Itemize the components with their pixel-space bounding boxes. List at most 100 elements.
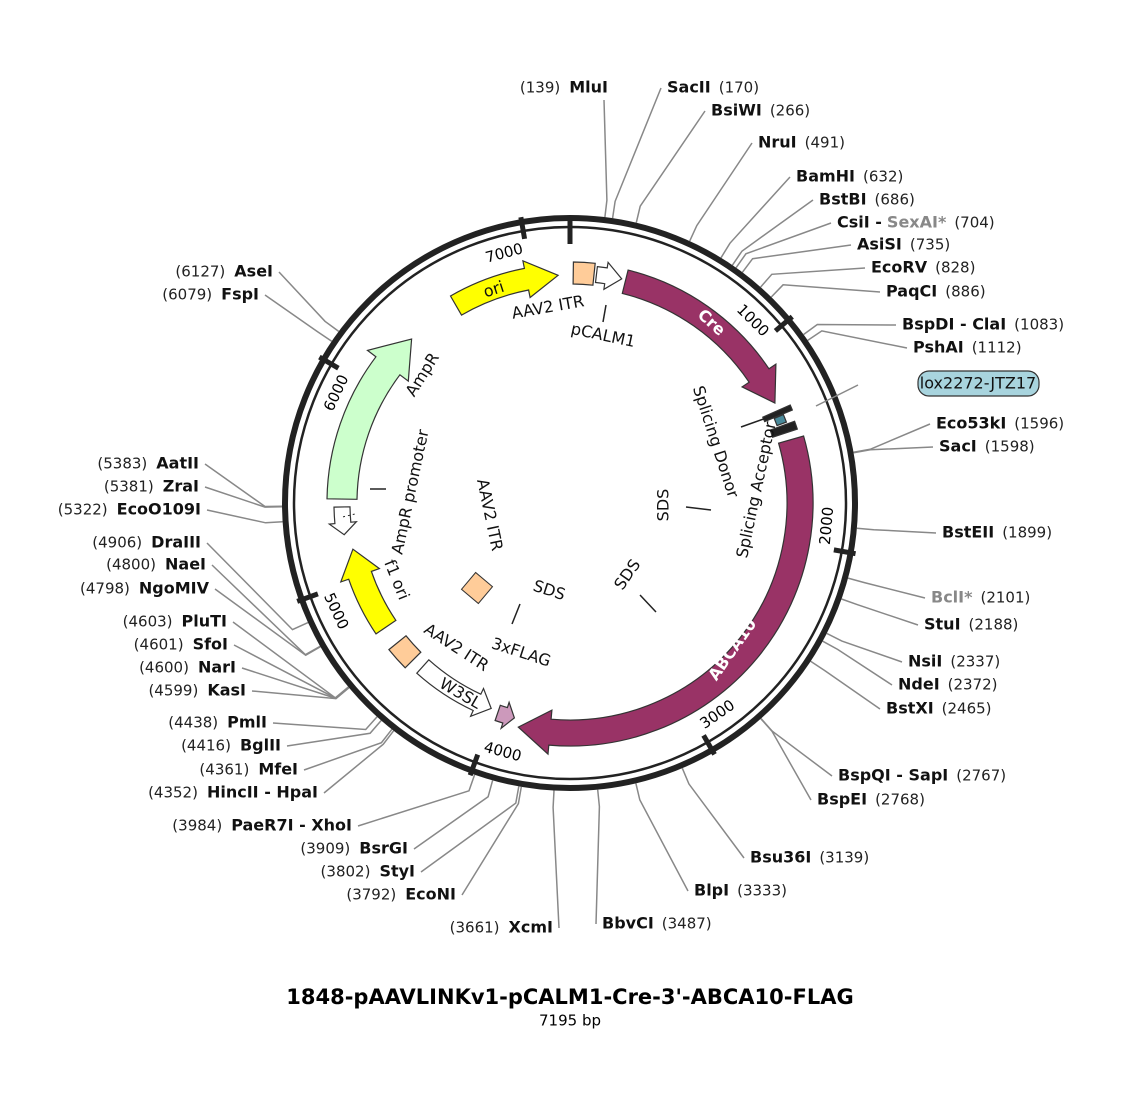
itr-box bbox=[460, 571, 494, 605]
enzyme-name: KasI bbox=[207, 681, 246, 700]
promoter-arrow bbox=[327, 506, 358, 536]
enzyme-name: PmlI bbox=[227, 713, 267, 732]
enzyme-position: (4800) bbox=[106, 556, 156, 574]
enzyme-position: (1598) bbox=[985, 438, 1035, 456]
enzyme-position: (1083) bbox=[1014, 316, 1064, 334]
leader-line bbox=[323, 730, 395, 794]
leader-line bbox=[770, 284, 881, 298]
leader-line bbox=[720, 176, 791, 259]
leader-line bbox=[357, 774, 476, 827]
enzyme-position: (3661) bbox=[450, 919, 500, 937]
enzyme-name: EcoO109I bbox=[117, 500, 201, 519]
enzyme-position: (5322) bbox=[58, 501, 108, 519]
tick-mark bbox=[467, 753, 481, 777]
enzyme-name: StyI bbox=[379, 862, 415, 881]
leader-line bbox=[741, 244, 852, 273]
enzyme-name: PluTI bbox=[182, 612, 227, 631]
tick-label: 7000 bbox=[483, 239, 525, 266]
enzyme-position: (170) bbox=[719, 79, 759, 97]
leader-line bbox=[204, 486, 283, 508]
enzyme-name: SfoI bbox=[193, 635, 228, 654]
feature-label: SDS bbox=[610, 556, 644, 594]
enzyme-name: NgoMIV bbox=[139, 579, 210, 598]
leader-line bbox=[461, 786, 523, 896]
leader-line bbox=[241, 667, 350, 700]
leader-line bbox=[735, 222, 832, 269]
enzyme-position: (4416) bbox=[181, 737, 231, 755]
ampr-dash bbox=[342, 513, 358, 518]
enzyme-position: (6127) bbox=[175, 263, 225, 281]
enzyme-position: (266) bbox=[770, 102, 810, 120]
enzyme-position: (4352) bbox=[148, 784, 198, 802]
itr-box bbox=[388, 634, 422, 669]
enzyme-name: HincII - HpaI bbox=[207, 783, 318, 802]
enzyme-position: (4601) bbox=[134, 636, 184, 654]
leader-line bbox=[595, 789, 601, 925]
tick-label: 4000 bbox=[482, 738, 524, 765]
leader-line bbox=[810, 660, 881, 710]
enzyme-position: (3802) bbox=[321, 863, 371, 881]
enzyme-name: MluI bbox=[569, 78, 608, 97]
itr-box bbox=[572, 261, 596, 286]
leader-line bbox=[760, 267, 866, 288]
pcalm1-line bbox=[602, 304, 607, 323]
enzyme-position: (828) bbox=[935, 259, 975, 277]
enzyme-name: AatII bbox=[156, 454, 199, 473]
enzyme-name: FspI bbox=[221, 285, 259, 304]
enzyme-name: StuI bbox=[924, 615, 961, 634]
lox-box bbox=[917, 370, 1040, 397]
leader-line bbox=[689, 142, 753, 242]
enzyme-position: (2767) bbox=[956, 767, 1006, 785]
feature-label: W3SL bbox=[436, 674, 485, 713]
abca10-arrow bbox=[517, 435, 814, 756]
enzyme-position: (3909) bbox=[300, 840, 350, 858]
enzyme-name: MfeI bbox=[258, 760, 298, 779]
feature-label: AAV2 ITR bbox=[473, 477, 507, 552]
flag-arrow bbox=[494, 700, 516, 730]
enzyme-name: BsiWI bbox=[711, 101, 762, 120]
pcalm1-arrow bbox=[594, 260, 623, 291]
w3sl-arrow bbox=[415, 658, 492, 718]
enzyme-name: SacI bbox=[939, 437, 977, 456]
leader-line bbox=[822, 640, 893, 686]
enzyme-alias: SexAI* bbox=[887, 213, 947, 232]
interior-lines bbox=[370, 304, 859, 625]
leader-line bbox=[552, 790, 560, 929]
tick-mark bbox=[773, 314, 794, 333]
enzyme-position: (2188) bbox=[969, 616, 1019, 634]
enzyme-name: NdeI bbox=[898, 675, 940, 694]
feature-label: 3xFLAG bbox=[489, 634, 553, 671]
feature-label: lox2272-JTZ17 bbox=[920, 374, 1036, 393]
tick-mark bbox=[518, 216, 528, 240]
backbone-outer bbox=[282, 215, 858, 791]
leader-line bbox=[853, 446, 934, 454]
enzyme-position: (2465) bbox=[942, 700, 992, 718]
enzyme-position: (4798) bbox=[80, 580, 130, 598]
enzyme-position: (2372) bbox=[948, 676, 998, 694]
enzyme-position: (4599) bbox=[148, 682, 198, 700]
leader-line bbox=[803, 323, 897, 336]
tick-mark bbox=[701, 734, 717, 756]
leader-line bbox=[603, 99, 608, 218]
enzyme-position: (4361) bbox=[199, 761, 249, 779]
feature-label: SDS bbox=[654, 489, 673, 522]
leader-line bbox=[206, 509, 283, 524]
enzyme-name: SacII bbox=[667, 78, 711, 97]
enzyme-name: BstBI bbox=[819, 190, 867, 209]
enzyme-position: (886) bbox=[945, 283, 985, 301]
tick-label: 2000 bbox=[816, 506, 837, 546]
feature-label: AAV2 ITR bbox=[510, 291, 585, 322]
enzyme-name: NsiI bbox=[908, 652, 942, 671]
tick-mark bbox=[833, 547, 856, 557]
enzyme-position: (3139) bbox=[819, 849, 869, 867]
enzyme-name: BbvCI bbox=[602, 914, 654, 933]
enzyme-name: AsiSI bbox=[857, 235, 902, 254]
leader-line bbox=[841, 598, 919, 626]
enzyme-position: (1596) bbox=[1014, 415, 1064, 433]
feature-label: pCALM1 bbox=[569, 319, 637, 351]
enzyme-position: (2101) bbox=[980, 589, 1030, 607]
lox-mark bbox=[773, 413, 788, 427]
enzyme-name: BstXI bbox=[886, 699, 934, 718]
enzyme-position: (2337) bbox=[950, 653, 1000, 671]
leader-line bbox=[264, 294, 333, 342]
